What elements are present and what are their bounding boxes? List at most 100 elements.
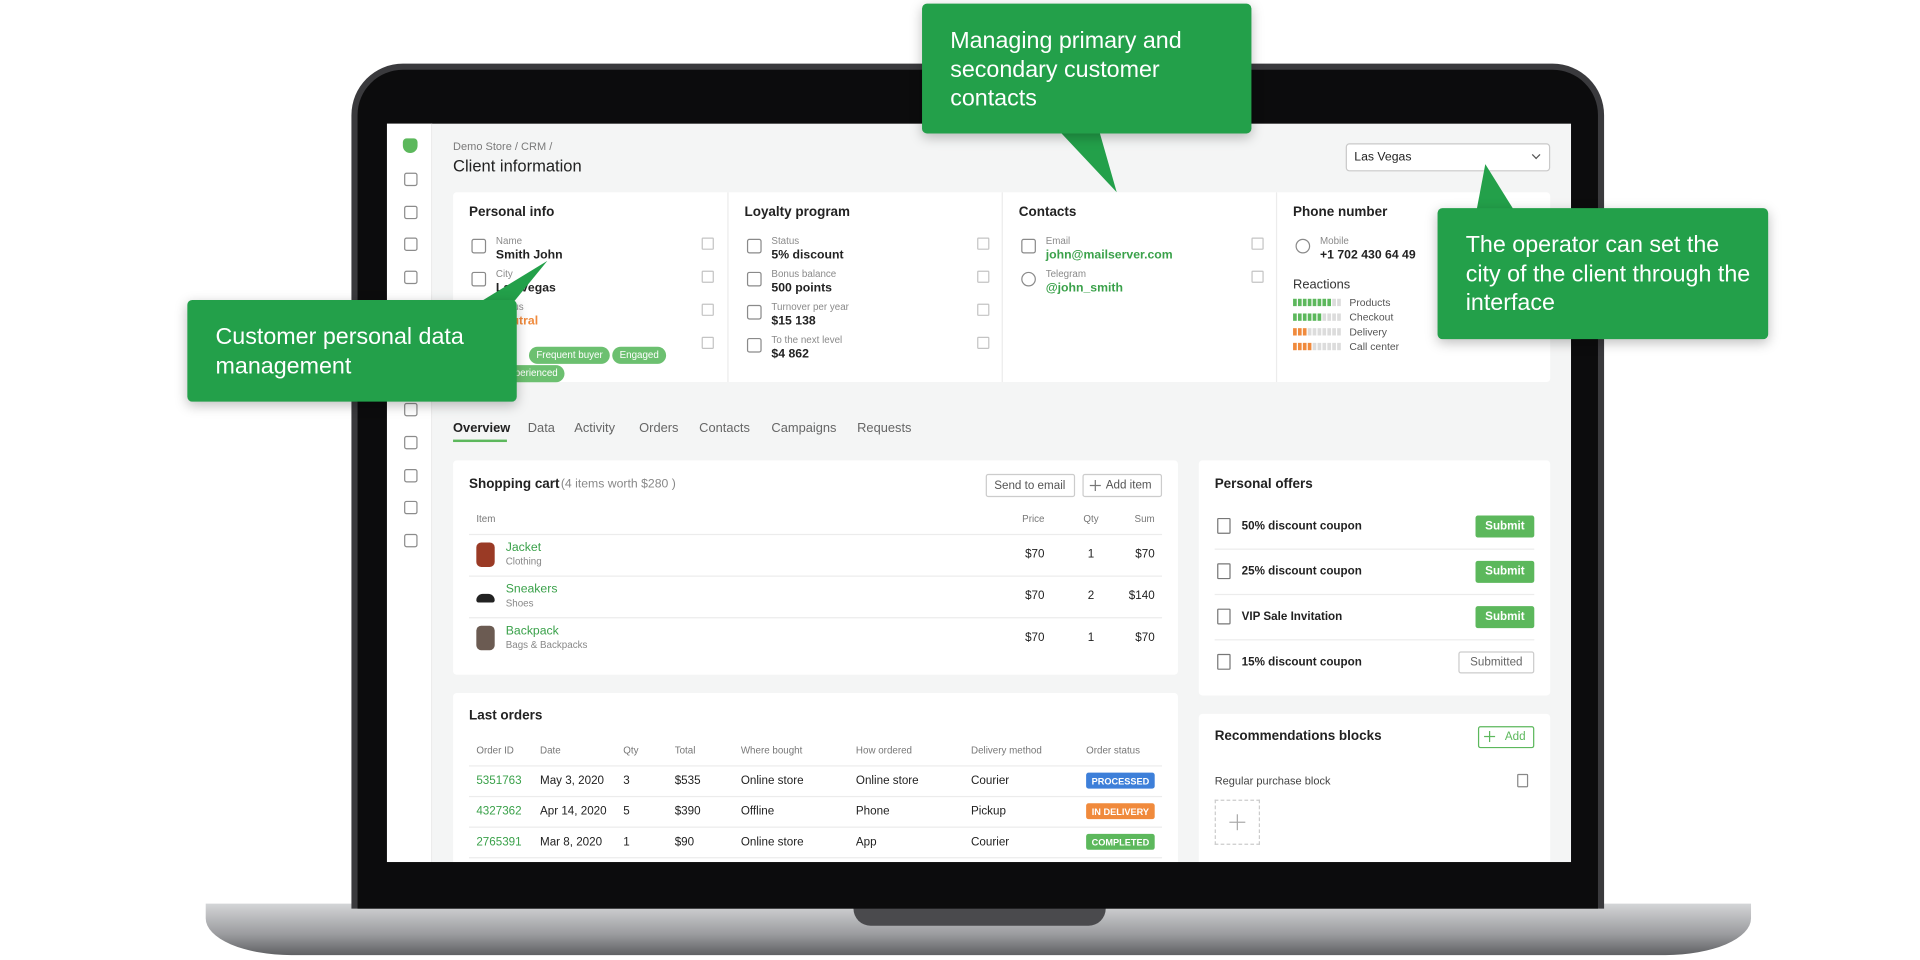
offer-button[interactable] (1475, 560, 1535, 583)
price: $70 (1025, 630, 1045, 645)
reaction-segment (1322, 313, 1327, 321)
button-label[interactable]: Add item (1105, 478, 1152, 493)
offer-label: 50% discount coupon (1241, 519, 1362, 534)
order-cell: Courier (971, 774, 1010, 788)
edit-icon[interactable] (1251, 237, 1264, 250)
status-label: COMPLETED (1091, 836, 1150, 848)
order-cell: 1 (623, 835, 630, 849)
edit-icon[interactable] (1251, 270, 1264, 283)
offer-label: 15% discount coupon (1241, 655, 1362, 669)
offer-button-label[interactable]: Submit (1485, 519, 1525, 534)
qty: 1 (1087, 547, 1095, 562)
order-cell: $90 (674, 835, 695, 849)
offer-button[interactable] (1458, 651, 1535, 674)
reaction-segment (1312, 328, 1317, 336)
add-block[interactable] (1214, 799, 1260, 845)
order-cell: Online store (740, 835, 804, 849)
offer-icon (1217, 563, 1231, 580)
edit-icon[interactable] (977, 303, 990, 316)
reaction-segment (1317, 313, 1322, 321)
order-cell: Online store (855, 774, 919, 788)
city-select[interactable] (1345, 143, 1551, 172)
cart-summary: (4 items worth $280 ) (560, 477, 676, 492)
tab[interactable]: Orders (639, 420, 679, 436)
nav-icon[interactable] (404, 205, 418, 220)
edit-icon[interactable] (701, 237, 714, 250)
tab[interactable]: Contacts (699, 420, 750, 436)
order-cell: Pickup (971, 804, 1006, 819)
field-value: john@mailserver.com (1045, 248, 1173, 263)
field-label: Email (1045, 235, 1071, 247)
product-name[interactable]: Jacket (505, 541, 542, 555)
offer-button-label[interactable]: Submit (1485, 610, 1525, 624)
product-image (476, 625, 495, 651)
reaction-segment (1293, 313, 1297, 321)
column-header: Date (540, 744, 561, 756)
edit-icon[interactable] (701, 336, 714, 349)
tab[interactable]: Requests (857, 420, 912, 436)
icon (471, 238, 487, 254)
offer-button[interactable] (1475, 515, 1535, 538)
button[interactable] (985, 473, 1076, 498)
product-image (476, 542, 495, 567)
divider (468, 826, 1163, 828)
product-name[interactable]: Backpack (505, 624, 559, 638)
product-name[interactable]: Sneakers (505, 582, 558, 597)
callout-text: Customer personal data management (215, 324, 464, 379)
tab[interactable]: Activity (574, 420, 616, 436)
nav-icon[interactable] (404, 468, 418, 483)
icon (746, 337, 762, 353)
order-id[interactable]: 5351763 (476, 774, 522, 788)
sum: $140 (1128, 589, 1155, 603)
order-id[interactable]: 4327362 (476, 804, 522, 819)
offer-button-label[interactable]: Submitted (1470, 655, 1523, 669)
reaction-segment (1327, 298, 1332, 307)
nav-icon[interactable] (404, 237, 418, 252)
column-header: Qty (623, 744, 639, 756)
edit-icon[interactable] (701, 303, 714, 316)
nav-icon[interactable] (404, 402, 418, 417)
reaction-segment (1327, 313, 1332, 321)
section-title: Contacts (1018, 204, 1077, 220)
field-value: 5% discount (771, 248, 844, 263)
offer-label: VIP Sale Invitation (1241, 610, 1343, 624)
reaction-segment (1302, 313, 1307, 321)
button[interactable] (1082, 473, 1163, 498)
nav-icon[interactable] (404, 172, 418, 187)
delete-icon[interactable] (1517, 773, 1529, 788)
offer-button-label[interactable]: Submit (1485, 564, 1525, 579)
city-select-value[interactable]: Las Vegas (1354, 150, 1412, 165)
button-label-clip: Add item (1106, 478, 1160, 495)
callout-text: The operator can set the city of the cli… (1465, 232, 1751, 316)
add-button-label[interactable]: Add (1504, 730, 1526, 744)
divider (468, 765, 1163, 767)
nav-icon[interactable] (404, 533, 418, 548)
sum: $70 (1135, 547, 1155, 562)
reaction-bar (1293, 328, 1342, 336)
edit-icon[interactable] (977, 237, 990, 250)
offer-button[interactable] (1475, 606, 1535, 629)
tab-underline (453, 439, 507, 443)
reaction-segment (1332, 342, 1336, 351)
reaction-segment (1312, 342, 1317, 351)
tab[interactable]: Campaigns (771, 420, 837, 436)
edit-icon[interactable] (701, 270, 714, 283)
edit-icon[interactable] (977, 270, 990, 283)
divider (1214, 548, 1535, 550)
add-button[interactable] (1477, 726, 1535, 749)
divider (1214, 639, 1535, 641)
plus-icon (1488, 731, 1491, 743)
nav-icon[interactable] (404, 270, 418, 285)
nav-icon[interactable] (404, 500, 418, 515)
reaction-segment (1307, 328, 1312, 336)
tab[interactable]: Data (527, 420, 555, 436)
column-header: How ordered (855, 744, 913, 756)
tab[interactable]: Overview (453, 420, 511, 436)
column-header: Price (1022, 513, 1045, 525)
nav-icon[interactable] (404, 435, 418, 450)
edit-icon[interactable] (977, 336, 990, 349)
order-id[interactable]: 2765391 (476, 835, 522, 849)
column-header: Qty (1083, 513, 1099, 525)
button-label[interactable]: Send to email (994, 479, 1066, 493)
divider (1214, 593, 1535, 596)
